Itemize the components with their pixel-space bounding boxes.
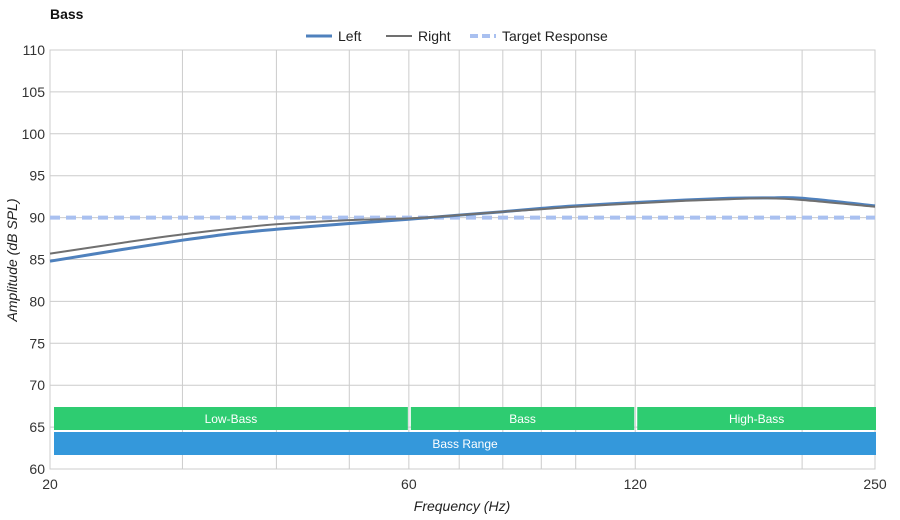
band-label: High-Bass [729,412,784,426]
y-tick-label: 60 [29,461,45,477]
x-tick-label: 20 [42,476,58,492]
band-label: Bass Range [432,437,498,451]
chart-title: Bass [50,6,84,22]
band-high-bass [637,407,876,430]
plot-border [49,49,876,470]
y-tick-label: 65 [29,419,45,435]
y-tick-label: 85 [29,252,45,268]
band-low-bass [54,407,408,430]
band-bass-range [54,432,876,455]
y-tick-label: 80 [29,293,45,309]
frequency-bands: Low-Bass Bass High-Bass Bass Range [54,407,876,455]
y-axis-label: Amplitude (dB SPL) [4,199,20,323]
x-axis-label: Frequency (Hz) [414,498,510,514]
x-tick-label: 120 [624,476,648,492]
legend-item-right: Right [418,28,451,44]
band-label: Low-Bass [205,412,258,426]
y-tick-label: 100 [22,126,46,142]
band-label: Bass [509,412,536,426]
band-bass [410,407,635,430]
series-line-right [49,197,876,255]
y-tick-label: 75 [29,335,45,351]
y-tick-label: 95 [29,168,45,184]
legend-item-left: Left [338,28,361,44]
x-axis-ticks: 20 60 120 250 [42,476,887,492]
y-tick-label: 90 [29,210,45,226]
grid [49,49,876,470]
series-lines [49,196,876,263]
y-tick-label: 110 [23,42,46,58]
y-axis-ticks: 60 65 70 75 80 85 90 95 100 105 110 [22,42,46,477]
legend-item-target-response: Target Response [502,28,608,44]
y-tick-label: 70 [29,377,45,393]
series-line-left [49,196,876,263]
x-tick-label: 250 [863,476,887,492]
x-tick-label: 60 [401,476,417,492]
y-tick-label: 105 [22,84,46,100]
legend: Left Right Target Response [306,28,608,44]
